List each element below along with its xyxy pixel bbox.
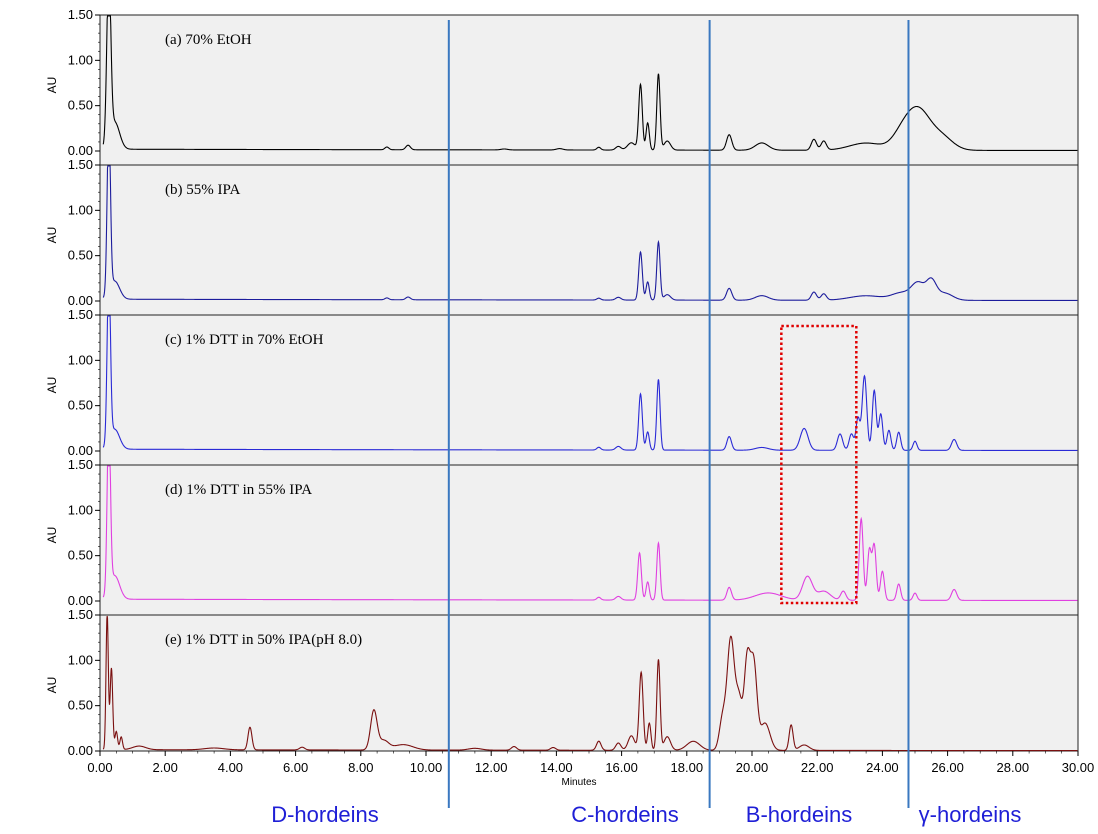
y-tick-label: 0.00 xyxy=(68,593,93,608)
panel-frame xyxy=(99,164,1079,316)
panel-a: 0.00 0.50 1.00 1.50 AU (a) 70% EtOH xyxy=(45,7,1079,166)
x-tick-label: 10.00 xyxy=(410,760,443,775)
panel-title: (e) 1% DTT in 50% IPA(pH 8.0) xyxy=(165,632,362,648)
panel-d: 0.00 0.50 1.00 1.50 AU (d) 1% DTT in 55% IPA xyxy=(45,457,1079,616)
x-tick-label: 8.00 xyxy=(348,760,373,775)
y-tick-label: 1.00 xyxy=(68,202,93,217)
x-tick-label: 30.00 xyxy=(1062,760,1095,775)
y-tick-label: 1.50 xyxy=(68,457,93,472)
x-tick-label: 14.00 xyxy=(540,760,573,775)
region-label: C-hordeins xyxy=(571,802,679,827)
x-tick-label: 18.00 xyxy=(671,760,704,775)
y-tick-label: 0.00 xyxy=(68,743,93,758)
y-tick-label: 1.50 xyxy=(68,157,93,172)
y-tick-label: 1.00 xyxy=(68,502,93,517)
x-tick-label: 22.00 xyxy=(801,760,834,775)
y-tick-label: 0.50 xyxy=(68,698,93,713)
x-tick-label: 16.00 xyxy=(605,760,638,775)
panel-title: (b) 55% IPA xyxy=(165,182,240,198)
series-line-e xyxy=(102,615,1078,752)
y-axis-label: AU xyxy=(45,527,59,544)
x-tick-label: 2.00 xyxy=(153,760,178,775)
y-tick-label: 0.00 xyxy=(68,293,93,308)
y-tick-label: 0.50 xyxy=(68,548,93,563)
panel-title: (c) 1% DTT in 70% EtOH xyxy=(165,332,324,348)
x-tick-label: 6.00 xyxy=(283,760,308,775)
panel-title: (a) 70% EtOH xyxy=(165,32,252,48)
panel-frame xyxy=(99,464,1079,616)
y-axis-label: AU xyxy=(45,377,59,394)
panel-frame xyxy=(99,14,1079,166)
y-tick-label: 0.50 xyxy=(68,98,93,113)
panel-frame xyxy=(99,314,1079,466)
y-tick-label: 1.50 xyxy=(68,607,93,622)
y-tick-label: 1.00 xyxy=(68,52,93,67)
x-tick-label: 4.00 xyxy=(218,760,243,775)
series-line-c xyxy=(102,315,1078,451)
x-tick-label: 26.00 xyxy=(931,760,964,775)
y-axis-label: AU xyxy=(45,677,59,694)
y-axis-label: AU xyxy=(45,227,59,244)
x-tick-label: 20.00 xyxy=(736,760,769,775)
y-tick-label: 0.00 xyxy=(68,443,93,458)
panel-title: (d) 1% DTT in 55% IPA xyxy=(165,482,312,498)
y-axis-label: AU xyxy=(45,77,59,94)
y-tick-label: 0.00 xyxy=(68,143,93,158)
y-tick-label: 1.00 xyxy=(68,352,93,367)
series-line-d xyxy=(102,465,1078,601)
region-label: γ-hordeins xyxy=(919,802,1022,827)
panel-b: 0.00 0.50 1.00 1.50 AU (b) 55% IPA xyxy=(45,157,1079,316)
x-tick-label: 24.00 xyxy=(866,760,899,775)
x-tick-label: 12.00 xyxy=(475,760,508,775)
panel-c: 0.00 0.50 1.00 1.50 AU (c) 1% DTT in 70% EtOH xyxy=(45,307,1079,466)
y-tick-label: 0.50 xyxy=(68,398,93,413)
y-tick-label: 1.00 xyxy=(68,652,93,667)
highlight-box xyxy=(780,324,858,605)
x-axis-label: Minutes xyxy=(561,777,596,788)
panel-frame xyxy=(99,614,1079,752)
y-tick-label: 1.50 xyxy=(68,307,93,322)
y-tick-label: 0.50 xyxy=(68,248,93,263)
region-label: B-hordeins xyxy=(746,802,852,827)
x-tick-label: 0.00 xyxy=(87,760,112,775)
y-tick-label: 1.50 xyxy=(68,7,93,22)
series-line-a xyxy=(102,15,1078,151)
panel-e: 0.00 0.50 1.00 1.50 AU (e) 1% DTT in 50% IPA(… xyxy=(45,607,1079,758)
series-line-b xyxy=(102,165,1078,301)
region-label: D-hordeins xyxy=(271,802,379,827)
x-tick-label: 28.00 xyxy=(997,760,1030,775)
